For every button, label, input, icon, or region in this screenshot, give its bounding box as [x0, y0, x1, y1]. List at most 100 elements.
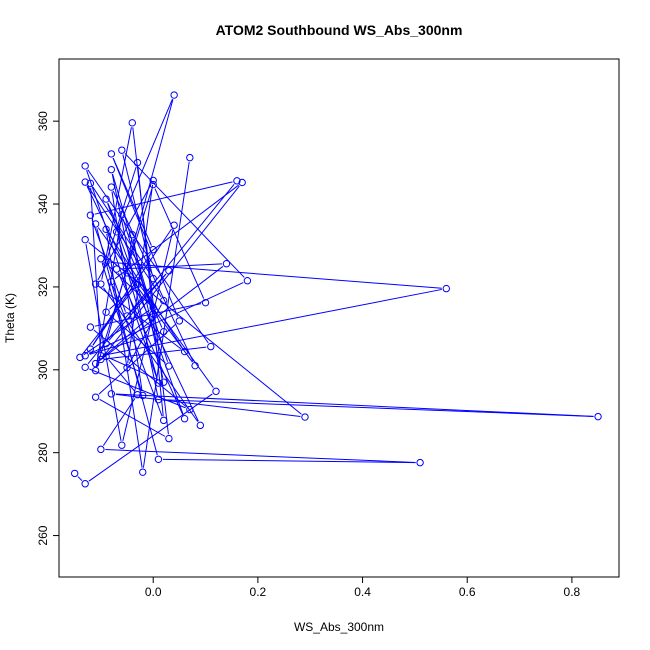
data-point: [81, 162, 89, 170]
data-point: [170, 91, 178, 99]
series-segment: [105, 449, 416, 463]
data-point: [86, 323, 95, 331]
data-point: [102, 308, 110, 316]
series-segment: [115, 393, 594, 417]
data-point: [128, 119, 136, 127]
data-point: [186, 153, 194, 162]
series-segment: [92, 228, 173, 346]
data-point: [97, 280, 105, 288]
data-point: [91, 359, 100, 368]
x-tick-label: 0.6: [459, 585, 476, 599]
data-point: [81, 480, 89, 488]
series-segment: [115, 393, 301, 418]
data-point: [107, 277, 116, 286]
data-point: [123, 364, 131, 372]
series-segment: [103, 185, 240, 357]
series-segment: [86, 170, 158, 379]
data-point: [201, 298, 210, 307]
data-point: [442, 284, 450, 293]
series-segment: [87, 185, 162, 298]
data-point: [107, 165, 116, 174]
data-point: [149, 310, 157, 318]
data-point: [207, 342, 215, 351]
data-point: [238, 178, 246, 187]
data-point: [102, 258, 110, 266]
data-point: [243, 277, 252, 285]
data-point: [123, 312, 131, 320]
series-lines: [77, 99, 594, 482]
data-point: [112, 228, 121, 236]
series-segment: [106, 166, 137, 258]
chart-title: ATOM2 Southbound WS_Abs_300nm: [216, 22, 463, 38]
data-point: [159, 296, 168, 305]
data-point: [154, 455, 163, 464]
data-point: [91, 393, 100, 401]
series-segment: [117, 272, 184, 415]
series-segment: [86, 185, 199, 422]
data-point: [86, 179, 95, 188]
series-segment: [162, 458, 416, 464]
data-point: [86, 211, 95, 219]
series-segment: [97, 184, 152, 281]
x-tick-label: 0.8: [564, 585, 581, 599]
data-point: [91, 366, 100, 375]
series-segment: [98, 286, 182, 350]
data-point: [91, 220, 100, 228]
data-point: [107, 390, 116, 398]
plot-frame: [58, 58, 620, 578]
data-point: [594, 412, 602, 421]
y-tick-label: 320: [36, 277, 50, 297]
data-point: [154, 379, 163, 387]
series-segment: [162, 399, 594, 417]
data-point: [416, 458, 424, 467]
y-tick-label: 340: [36, 194, 50, 214]
series-segment: [101, 127, 132, 280]
series-segment: [108, 232, 183, 349]
data-point: [118, 146, 126, 154]
series-segment: [114, 184, 239, 280]
data-point: [159, 327, 168, 336]
data-point: [97, 255, 105, 263]
x-axis: 0.0 0.2 0.4 0.6 0.8: [145, 577, 581, 599]
series-segment: [117, 99, 173, 228]
data-point: [71, 469, 79, 478]
y-tick-label: 260: [36, 525, 50, 545]
data-point: [81, 178, 89, 186]
series-segment: [124, 153, 245, 278]
data-point: [186, 405, 194, 414]
data-point: [86, 345, 95, 353]
data-point: [112, 265, 121, 273]
data-point: [233, 177, 241, 185]
y-axis: 260 280 300 320 340 360: [36, 111, 59, 546]
data-point: [123, 269, 131, 277]
series-points: [71, 91, 602, 488]
x-axis-label: WS_Abs_300nm: [294, 620, 384, 634]
data-point: [128, 231, 136, 239]
data-point: [222, 260, 231, 268]
y-tick-label: 360: [36, 111, 50, 131]
data-point: [118, 441, 126, 449]
data-point: [139, 391, 147, 400]
series-segment: [87, 184, 235, 365]
data-point: [196, 421, 205, 430]
data-point: [149, 180, 157, 189]
data-point: [107, 150, 116, 158]
data-point: [154, 395, 163, 404]
y-axis-label: Theta (K): [3, 293, 17, 343]
data-point: [81, 363, 89, 372]
x-tick-label: 0.0: [145, 585, 162, 599]
series-segment: [102, 398, 136, 446]
data-point: [81, 352, 89, 360]
series-segment: [99, 398, 166, 437]
data-point: [133, 390, 142, 399]
data-point: [301, 413, 309, 421]
data-point: [159, 378, 168, 386]
data-point: [165, 434, 173, 443]
series-segment: [112, 173, 153, 310]
data-point: [76, 353, 84, 362]
series-segment: [142, 162, 190, 468]
series-segment: [77, 476, 83, 481]
series-segment: [122, 229, 174, 441]
